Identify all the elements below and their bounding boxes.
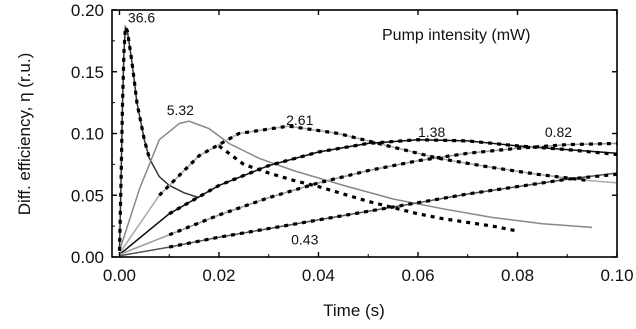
curve-label-0-43: 0.43 [291, 232, 318, 248]
x-tick-label: 0.08 [501, 266, 534, 285]
fit-line-1-38 [168, 138, 618, 216]
series-line-36-6 [118, 24, 200, 251]
plot-frame [111, 9, 618, 258]
fit-line-5-32 [218, 144, 518, 233]
y-tick-label: 0.20 [71, 1, 104, 20]
axes: 0.00 0.02 0.04 0.06 0.08 0.10 0.00 0.05 0.10 0.15… [71, 1, 634, 285]
x-tick-label: 0.06 [401, 266, 434, 285]
y-axis-title: Diff. efficiency, η (r.u.) [15, 53, 34, 216]
curve-label-36-6: 36.6 [128, 9, 155, 25]
legend-title: Pump intensity (mW) [382, 27, 530, 44]
series-line-5-32 [118, 120, 593, 252]
curve-label-2-61: 2.61 [286, 112, 313, 128]
series-line-1-38 [119, 138, 618, 256]
y-tick-label: 0.10 [71, 125, 104, 144]
y-tick-label: 0.05 [71, 186, 104, 205]
x-tick-label: 0.10 [600, 266, 633, 285]
y-tick-label: 0.00 [71, 248, 104, 267]
fit-line-2-61 [158, 124, 588, 197]
x-axis-title: Time (s) [323, 301, 385, 320]
curve-label-0-82: 0.82 [545, 124, 572, 140]
fit-line-0-82 [168, 141, 618, 237]
x-tick-label: 0.02 [202, 266, 235, 285]
fit-line-0-43 [168, 172, 618, 249]
curve-label-1-38: 1.38 [418, 124, 445, 140]
series-line-2-61 [118, 125, 618, 254]
x-tick-label: 0.04 [302, 266, 335, 285]
x-tick-label: 0.00 [103, 266, 136, 285]
plot-area: 36.6 5.32 2.61 1.38 0.82 0.43 [117, 9, 618, 257]
y-tick-label: 0.15 [71, 63, 104, 82]
curve-label-5-32: 5.32 [167, 102, 194, 118]
series-line-0-43 [119, 172, 618, 257]
